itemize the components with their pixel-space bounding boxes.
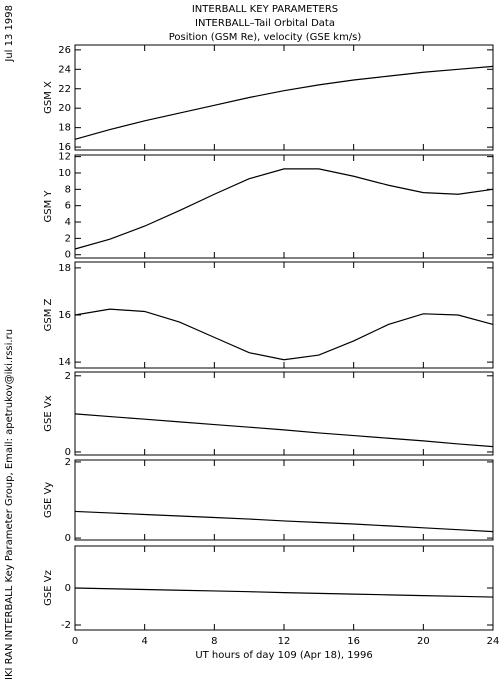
data-line <box>74 65 494 140</box>
y-tick-label: 0 <box>65 250 71 261</box>
y-tick-label: 10 <box>58 168 71 179</box>
panel-frame <box>74 44 494 151</box>
x-tick-label: 20 <box>417 636 430 647</box>
y-tick-label: 4 <box>65 217 71 228</box>
y-tick-label: 2 <box>65 371 71 382</box>
y-axis-label: GSM Z <box>43 298 54 331</box>
y-tick-label: 8 <box>65 184 71 195</box>
y-tick-label: 0 <box>65 583 71 594</box>
x-axis-label: UT hours of day 109 (Apr 18), 1996 <box>195 650 372 661</box>
date-stamp: Jul 13 1998 <box>4 5 15 63</box>
title-line: Position (GSM Re), velocity (GSE km/s) <box>169 32 362 43</box>
x-tick-label: 12 <box>278 636 291 647</box>
x-tick-label: 16 <box>347 636 360 647</box>
panel-frame <box>74 545 494 631</box>
credit: IKI RAN INTERBALL Key Parameter Group, E… <box>4 329 15 680</box>
y-tick-label: 20 <box>58 103 71 114</box>
y-tick-label: -2 <box>61 620 71 631</box>
y-tick-label: 18 <box>58 263 71 274</box>
y-tick-label: 26 <box>58 45 71 56</box>
y-tick-label: 6 <box>65 201 71 212</box>
title-line: INTERBALL KEY PARAMETERS <box>192 4 338 15</box>
panel-frame <box>74 371 494 456</box>
y-axis-label: GSE Vx <box>43 395 54 431</box>
data-line <box>74 510 494 533</box>
y-tick-label: 24 <box>58 64 71 75</box>
panel-frame <box>74 154 494 259</box>
y-tick-label: 2 <box>65 457 71 468</box>
title-line: INTERBALL–Tail Orbital Data <box>195 18 335 29</box>
data-line <box>74 413 494 448</box>
y-tick-label: 2 <box>65 233 71 244</box>
x-tick-label: 24 <box>487 636 500 647</box>
y-axis-label: GSM Y <box>43 190 54 223</box>
y-axis-label: GSM X <box>43 81 54 114</box>
y-tick-label: 14 <box>58 357 71 368</box>
panel-frame <box>74 261 494 369</box>
y-tick-label: 22 <box>58 84 71 95</box>
x-tick-label: 8 <box>211 636 217 647</box>
y-tick-label: 0 <box>65 447 71 458</box>
y-axis-label: GSE Vz <box>43 570 54 606</box>
y-axis-label: GSE Vy <box>43 482 54 518</box>
x-tick-label: 0 <box>72 636 78 647</box>
y-tick-label: 16 <box>58 310 71 321</box>
y-tick-label: 18 <box>58 123 71 134</box>
data-line <box>74 587 494 598</box>
y-tick-label: 0 <box>65 533 71 544</box>
x-tick-label: 4 <box>141 636 147 647</box>
data-line <box>74 308 494 361</box>
y-tick-label: 16 <box>58 142 71 153</box>
y-tick-label: 12 <box>58 152 71 163</box>
data-line <box>74 168 494 250</box>
